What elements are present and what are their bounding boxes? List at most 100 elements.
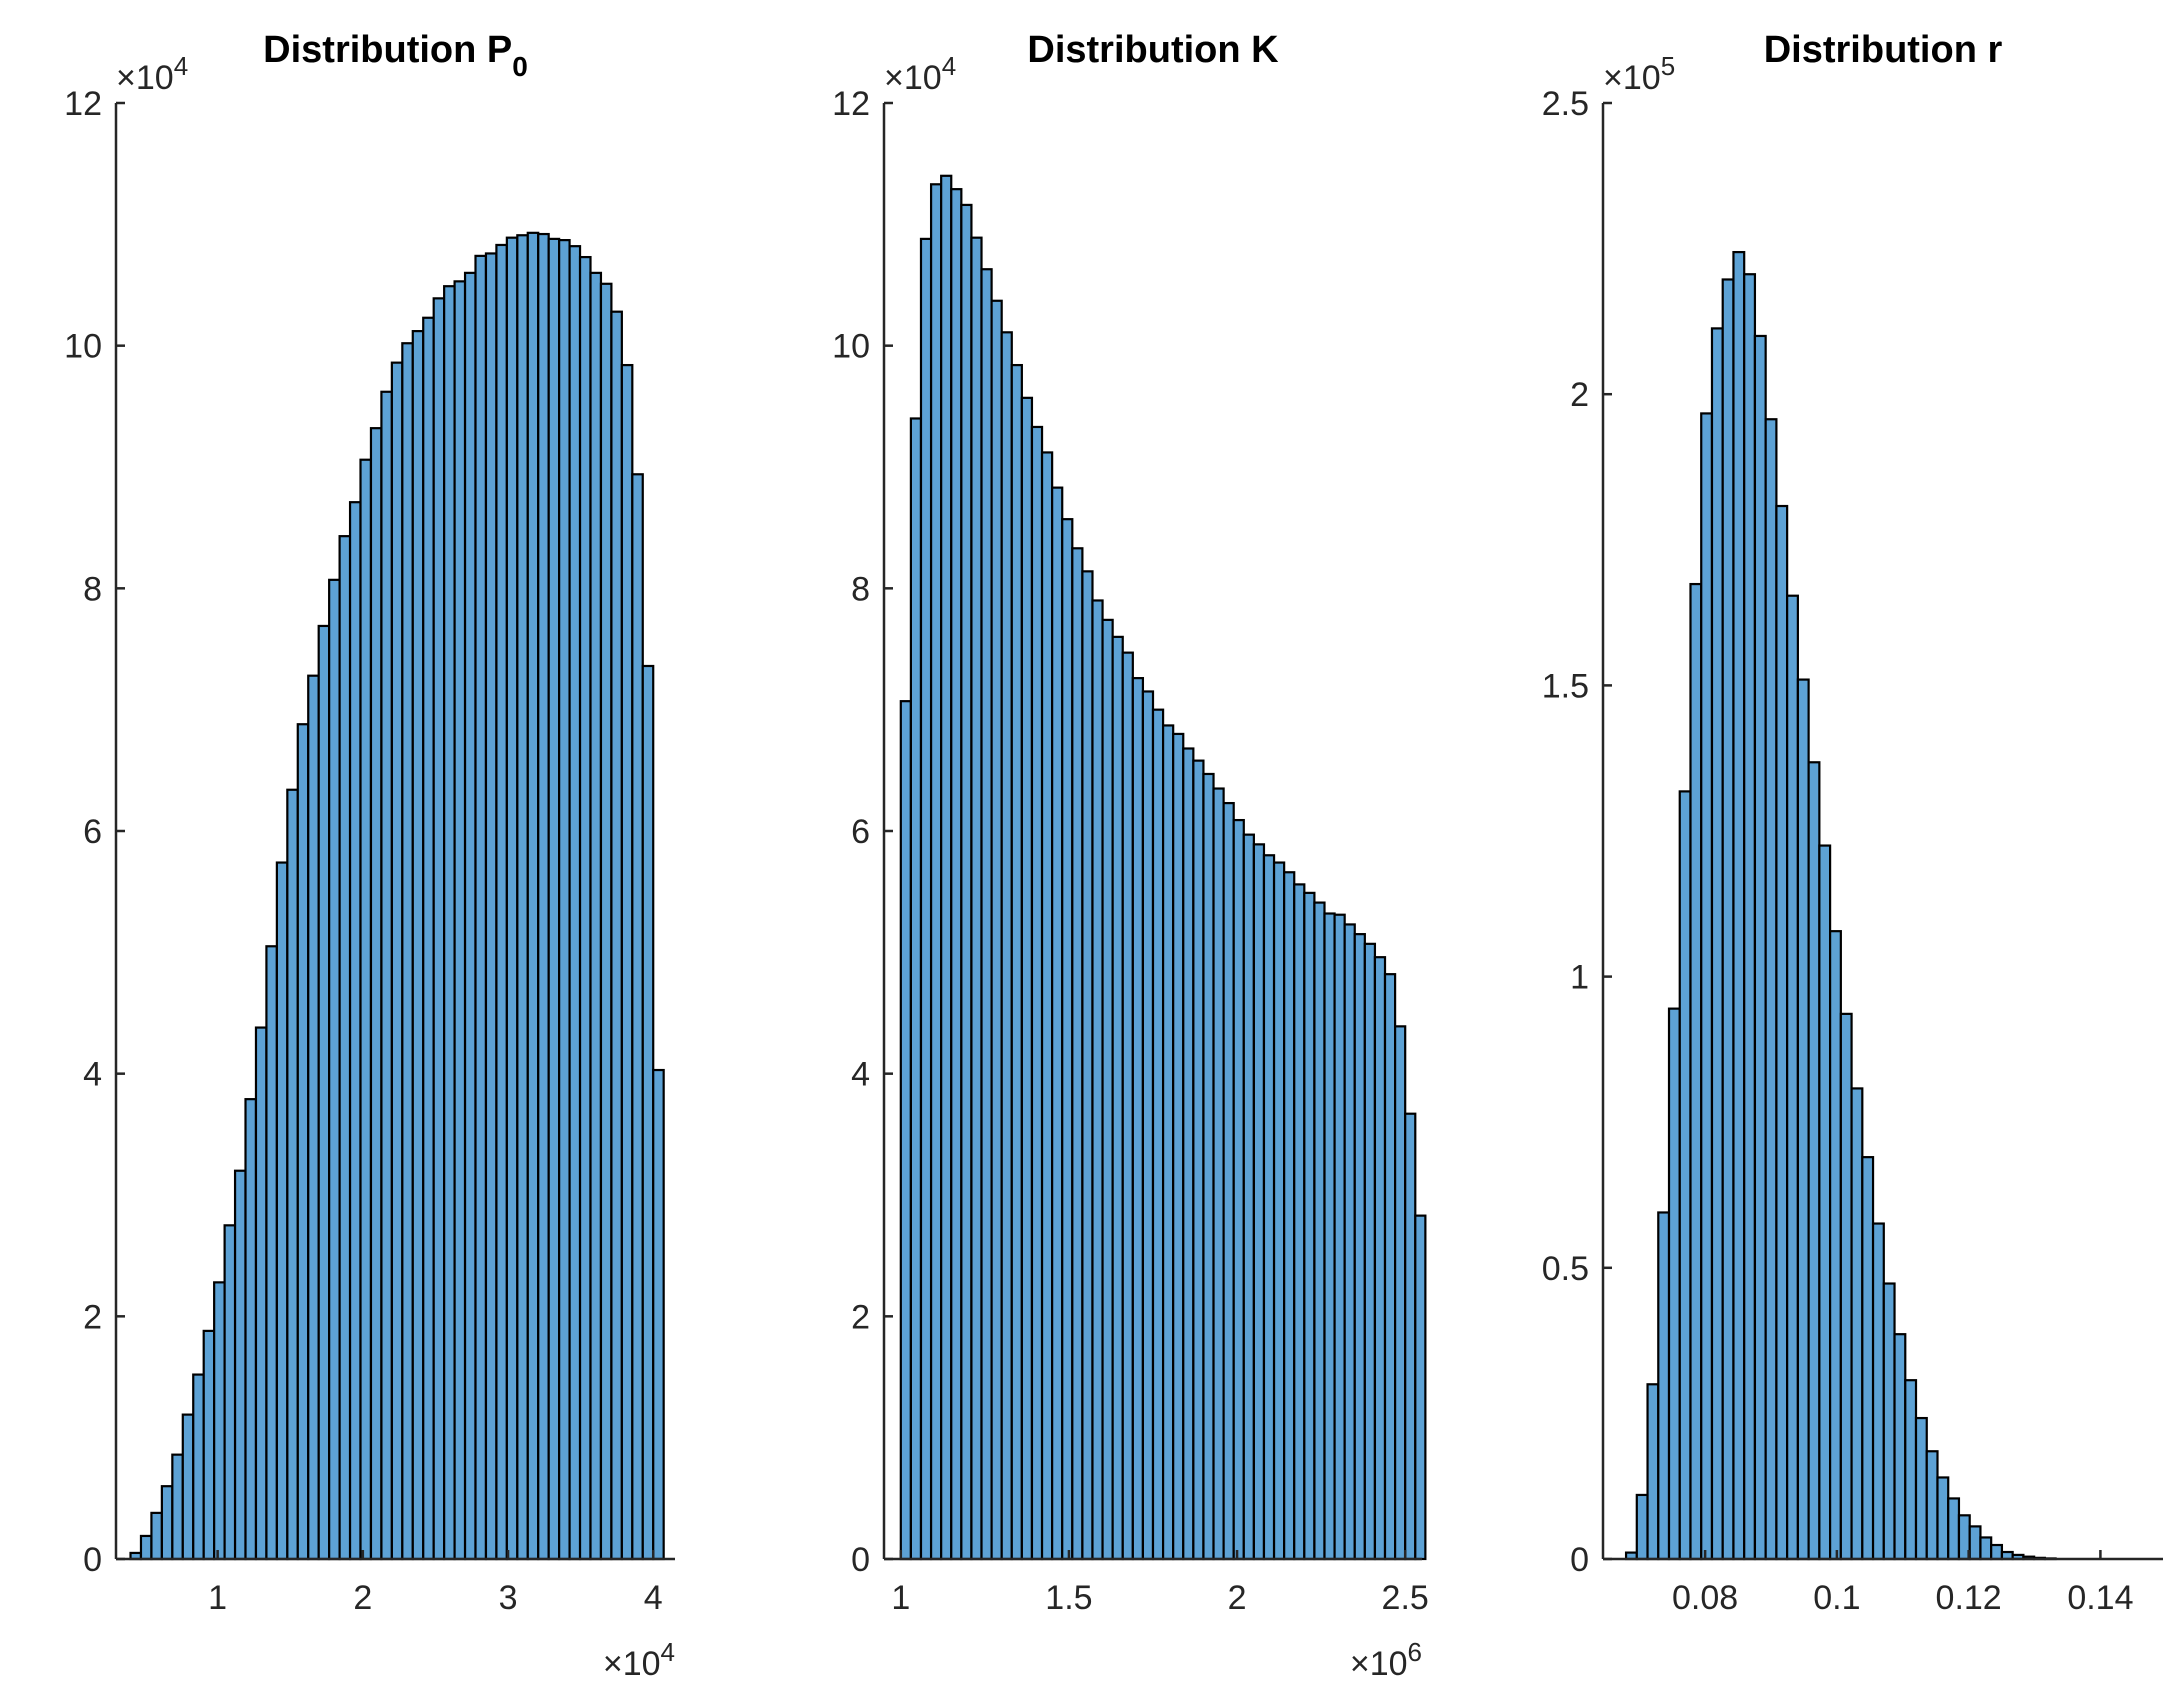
histogram-bar [1101, 618, 1114, 1561]
x-tick-label: 2.5 [1382, 1579, 1429, 1617]
x-tick-label: 2 [353, 1579, 372, 1617]
histogram-bar [1839, 1012, 1853, 1561]
y-tick-label: 10 [64, 328, 102, 366]
y-tick-label: 2 [851, 1298, 870, 1336]
x-tick-label: 1 [208, 1579, 227, 1617]
histogram-bar [139, 1534, 153, 1561]
histogram-bar [202, 1329, 216, 1561]
histogram-bar [348, 501, 362, 1561]
histogram-bar [1861, 1156, 1875, 1561]
histogram-bar [1121, 651, 1134, 1561]
x-tick-label: 0.08 [1672, 1579, 1738, 1617]
histogram-bar [1828, 930, 1842, 1561]
y-tick-label: 0 [851, 1541, 870, 1579]
histogram-bar [1968, 1525, 1982, 1561]
histogram-bar [899, 700, 912, 1561]
histogram-bar [578, 255, 592, 1561]
histogram-bar [1936, 1476, 1950, 1561]
x-tick-label: 0.12 [1936, 1579, 2002, 1617]
y-tick-label: 12 [832, 85, 870, 123]
histogram-bar [537, 232, 550, 1561]
histogram-bar [1161, 724, 1175, 1561]
histogram-bar [558, 239, 571, 1561]
histogram-bar [1710, 327, 1724, 1561]
histogram-bar [1313, 901, 1326, 1561]
histogram-bar [1689, 582, 1703, 1561]
histogram-bar [1222, 801, 1235, 1561]
histogram-bar [1796, 678, 1810, 1561]
histogram-bar [233, 1169, 247, 1561]
histogram-bar [453, 280, 467, 1561]
histogram-bar [1252, 843, 1266, 1561]
histogram-bar [1925, 1450, 1939, 1561]
histogram-bar [589, 271, 603, 1561]
histogram-bar [568, 245, 582, 1561]
histogram-bar [909, 417, 923, 1561]
histogram-bar [1743, 273, 1757, 1561]
histogram-bar [422, 316, 435, 1561]
y-tick-label: 6 [851, 813, 870, 851]
histogram-bar [1051, 486, 1064, 1561]
histogram-bar [1010, 363, 1023, 1561]
x-axis-multiplier: ×106 [1350, 1637, 1422, 1683]
histogram-bar [1283, 871, 1296, 1561]
histogram-bar [1721, 278, 1735, 1561]
histogram-bar [1272, 861, 1286, 1561]
histogram-bar [296, 723, 310, 1561]
histogram-bar [192, 1373, 205, 1561]
histogram-bar [463, 271, 477, 1561]
histogram-bar [1353, 933, 1366, 1561]
histogram-bar [599, 282, 613, 1561]
histogram-bar [1850, 1087, 1864, 1561]
histogram-bar [1202, 772, 1215, 1561]
histogram-bar [970, 236, 983, 1561]
histogram-bar [1882, 1282, 1896, 1561]
histogram-bar [1807, 761, 1821, 1561]
x-tick-label: 1.5 [1045, 1579, 1092, 1617]
histogram-bar [1764, 418, 1778, 1561]
x-tick-label: 3 [499, 1579, 518, 1617]
histogram-bar [1333, 913, 1346, 1561]
histogram-bar [484, 252, 498, 1561]
chart-title: Distribution r [1764, 29, 2003, 71]
histogram-bar [1667, 1007, 1681, 1561]
histogram-bar [1141, 690, 1155, 1561]
histogram-bar [1753, 334, 1767, 1561]
histogram-bar [1020, 396, 1034, 1561]
histogram-bar [1404, 1112, 1417, 1561]
histogram-bar [631, 473, 644, 1561]
y-tick-label: 1.5 [1542, 667, 1589, 705]
histogram-bar [1323, 912, 1336, 1561]
y-tick-label: 8 [83, 570, 102, 608]
histogram-bar [1732, 250, 1746, 1561]
y-tick-label: 12 [64, 85, 102, 123]
histogram-bar [1293, 883, 1306, 1561]
histogram-bar [1030, 425, 1044, 1561]
histogram-bar [1871, 1222, 1885, 1561]
histogram-bar [1635, 1493, 1649, 1561]
histogram-bar [1904, 1379, 1918, 1561]
histogram-bar [474, 254, 488, 1561]
histogram-bar [1700, 412, 1714, 1561]
histogram-bar [919, 237, 933, 1561]
histogram-bar [1414, 1214, 1427, 1561]
histogram-bar [1000, 331, 1013, 1561]
histogram-bar [1172, 732, 1185, 1561]
histogram-bar [1818, 844, 1832, 1561]
histogram-bar [1303, 891, 1316, 1561]
histogram-bar [275, 861, 289, 1561]
y-tick-label: 1 [1570, 959, 1589, 997]
histogram-bar [526, 231, 540, 1561]
histogram-bar [1192, 759, 1205, 1561]
y-tick-label: 4 [851, 1056, 870, 1094]
histogram-bar [1775, 504, 1789, 1561]
histogram-bar [1071, 547, 1084, 1561]
histogram-bar [1646, 1383, 1660, 1561]
subplot-2: 0 2 4 6 8 10 12 1 1.5 2 2.5 ×104 ×106 Distribution K [832, 29, 1429, 1683]
histogram-bar [1212, 787, 1225, 1561]
histogram-bar [1091, 599, 1104, 1561]
y-tick-label: 10 [832, 328, 870, 366]
histogram-bar [1232, 818, 1245, 1561]
histogram-bar [1151, 708, 1165, 1561]
y-tick-label: 2.5 [1542, 85, 1589, 123]
